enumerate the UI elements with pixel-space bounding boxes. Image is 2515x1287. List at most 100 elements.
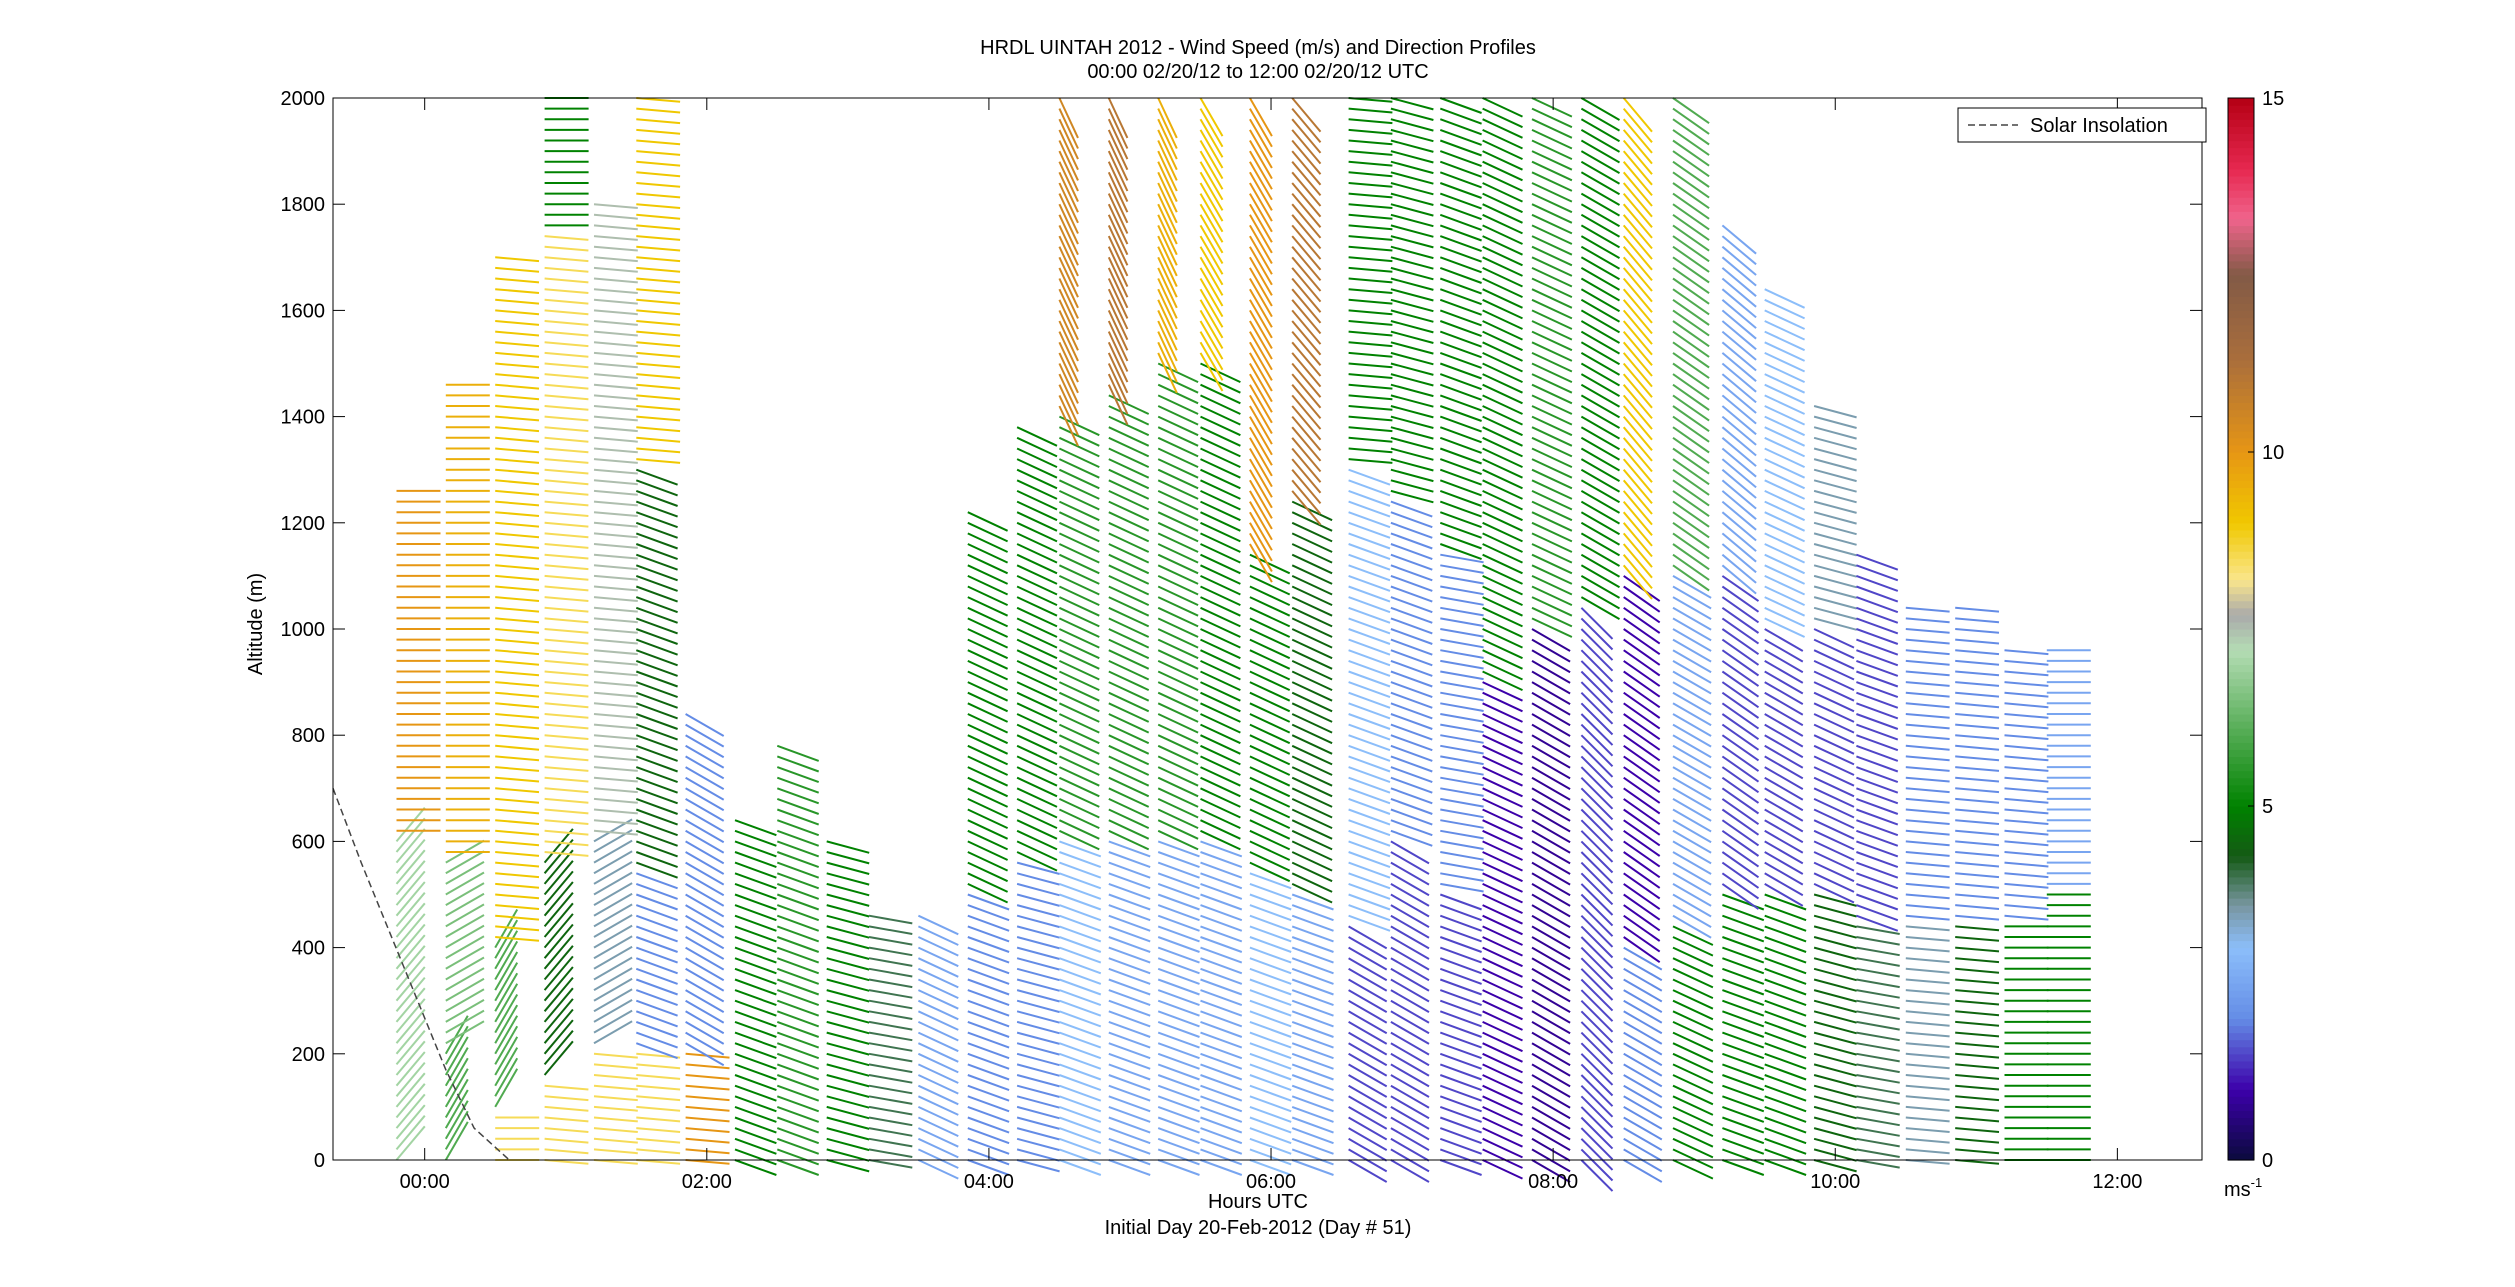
wind-barb xyxy=(1905,787,1950,794)
wind-barb xyxy=(685,936,725,960)
wind-profile-21 xyxy=(1390,97,1434,1183)
wind-barb xyxy=(826,1031,870,1045)
wind-barb xyxy=(1291,267,1322,303)
wind-barb xyxy=(593,744,638,751)
wind-barb xyxy=(544,649,589,656)
wind-barb xyxy=(1016,479,1058,500)
wind-barb xyxy=(1059,1010,1102,1028)
wind-barb xyxy=(826,1042,870,1056)
wind-barb xyxy=(1200,808,1241,830)
wind-barb xyxy=(1200,1042,1243,1060)
wind-barb xyxy=(1482,904,1523,925)
wind-barb xyxy=(1531,1063,1571,1088)
wind-profile-10 xyxy=(868,914,913,1169)
wind-barb xyxy=(1291,543,1333,564)
wind-barb xyxy=(1348,851,1391,869)
wind-barb xyxy=(1580,787,1614,821)
wind-barb xyxy=(1058,256,1079,298)
wind-barb xyxy=(635,861,678,879)
colorbar-segment xyxy=(2228,1046,2254,1055)
wind-barb xyxy=(1623,1031,1663,1056)
wind-barb xyxy=(636,362,681,369)
wind-barb xyxy=(1439,182,1482,199)
wind-barb xyxy=(1348,213,1393,220)
wind-barb xyxy=(1348,691,1391,709)
wind-barb xyxy=(1249,553,1291,575)
wind-barb xyxy=(1764,946,1807,964)
wind-barb xyxy=(1580,383,1621,408)
wind-barb xyxy=(1016,1159,1060,1173)
wind-barb xyxy=(1482,373,1523,394)
wind-barb xyxy=(1813,553,1857,567)
wind-barb xyxy=(2004,659,2049,666)
wind-barb xyxy=(1764,1042,1807,1060)
wind-barb xyxy=(1291,893,1334,911)
wind-barb xyxy=(1722,1148,1765,1166)
wind-barb xyxy=(444,1047,469,1087)
wind-barb xyxy=(1249,893,1292,911)
wind-barb xyxy=(444,1089,469,1129)
wind-barb xyxy=(593,245,638,252)
wind-barb xyxy=(593,1148,638,1155)
wind-barb xyxy=(826,1084,870,1098)
wind-barb xyxy=(1813,1159,1857,1173)
wind-barb xyxy=(544,617,589,624)
wind-barb xyxy=(1813,628,1855,649)
wind-barb xyxy=(1348,182,1393,188)
wind-barb xyxy=(826,989,870,1003)
wind-barb xyxy=(544,596,589,602)
colorbar-segment xyxy=(2228,586,2254,595)
wind-barb xyxy=(1200,1105,1243,1123)
wind-barb xyxy=(1348,989,1388,1013)
wind-barb xyxy=(734,819,777,837)
wind-barb xyxy=(1439,925,1482,943)
wind-barb xyxy=(1580,171,1621,196)
wind-barb xyxy=(1813,755,1855,776)
wind-barb xyxy=(593,734,638,740)
colorbar-segment xyxy=(2228,317,2254,326)
wind-barb xyxy=(1764,309,1806,330)
wind-barb xyxy=(1108,819,1150,840)
wind-barb xyxy=(544,415,589,422)
wind-barb xyxy=(1764,734,1804,759)
wind-barb xyxy=(1291,214,1322,250)
wind-barb xyxy=(635,936,678,953)
wind-barb xyxy=(1622,320,1653,356)
wind-barb xyxy=(1531,585,1573,607)
x-tick-label: 08:00 xyxy=(1528,1171,1578,1193)
wind-barb xyxy=(636,192,681,199)
wind-barb xyxy=(1482,851,1523,872)
wind-barb xyxy=(1108,1084,1151,1102)
colorbar-segment xyxy=(2228,692,2254,701)
wind-barb xyxy=(444,1057,469,1097)
wind-barb xyxy=(1157,203,1178,245)
wind-barb xyxy=(1291,1010,1334,1028)
wind-barb xyxy=(776,840,820,858)
wind-barb xyxy=(1016,1063,1060,1077)
wind-barb xyxy=(1856,882,1899,900)
wind-barb xyxy=(2004,882,2049,889)
wind-barb xyxy=(1249,1084,1292,1102)
wind-barb xyxy=(1157,436,1199,458)
wind-barb xyxy=(1482,925,1523,946)
wind-barb xyxy=(1249,277,1273,318)
wind-barb xyxy=(593,638,638,645)
wind-barb xyxy=(1390,702,1433,720)
wind-barb xyxy=(1348,999,1388,1024)
wind-barb xyxy=(967,1052,1010,1070)
wind-barb xyxy=(776,861,820,879)
wind-barb xyxy=(1291,904,1334,922)
wind-barb xyxy=(1580,341,1621,366)
wind-barb xyxy=(1291,224,1322,260)
wind-profile-27 xyxy=(1672,97,1714,1180)
wind-barb xyxy=(1016,766,1058,787)
wind-barb xyxy=(1955,628,2000,634)
wind-barb xyxy=(1108,649,1150,670)
wind-barb xyxy=(593,447,638,454)
colorbar-segment xyxy=(2228,735,2254,743)
wind-barb xyxy=(1672,1148,1714,1169)
wind-barb xyxy=(1622,500,1653,536)
colorbar-segment xyxy=(2228,643,2254,651)
wind-barb xyxy=(1482,330,1523,352)
wind-barb xyxy=(544,341,589,348)
